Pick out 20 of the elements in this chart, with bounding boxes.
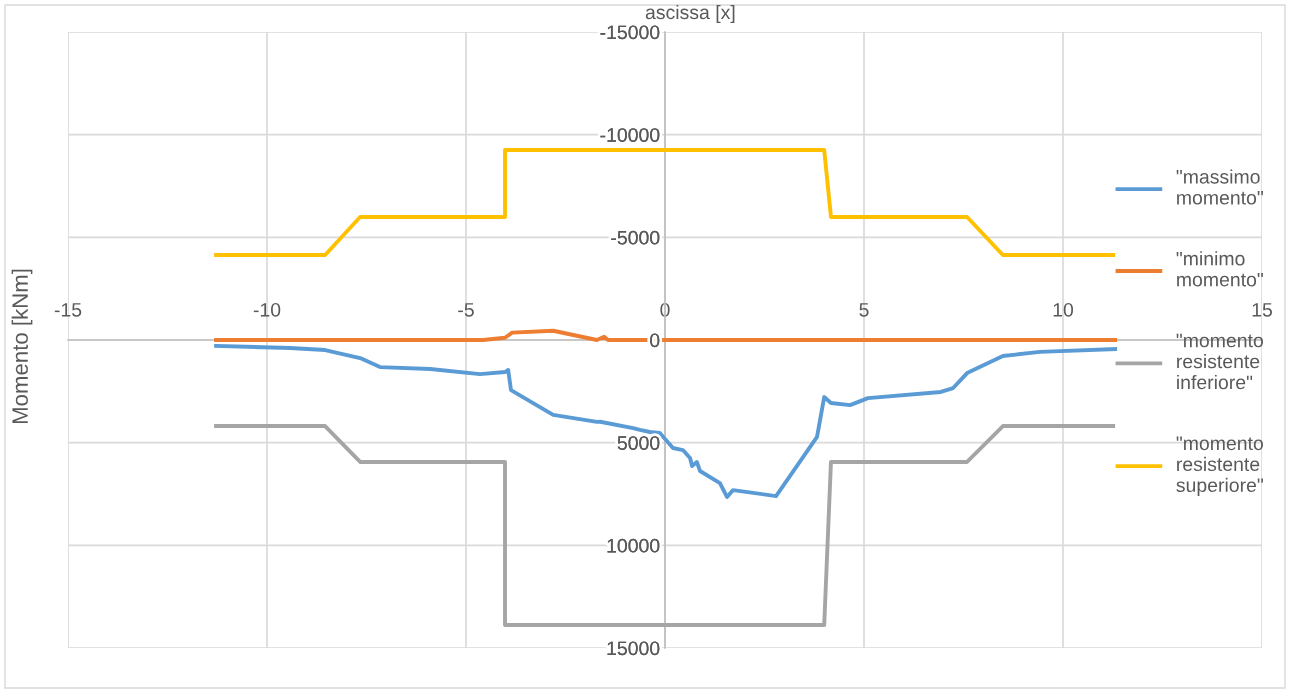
x-tick-label: -15 (54, 303, 82, 317)
y-tick-label: -15000 (600, 25, 660, 40)
y-tick-label: 10000 (607, 538, 660, 553)
legend-label: "momento resistente superiore" (1176, 436, 1263, 496)
y-tick-label: 15000 (607, 641, 660, 656)
x-tick-label: -10 (253, 302, 281, 317)
x-axis-title: ascissa [x] (645, 4, 735, 24)
y-tick-label: -10000 (600, 128, 660, 142)
x-tick-label: 10 (1053, 302, 1074, 317)
legend-label: "massimo momento" (1176, 169, 1263, 205)
x-tick-label: -5 (458, 303, 474, 317)
y-tick-label: 0 (650, 333, 660, 348)
y-axis-title: Momento [kNm] (11, 269, 33, 424)
y-tick-label: -5000 (611, 230, 660, 245)
y-tick-label: 5000 (617, 436, 660, 450)
x-tick-label: 5 (859, 303, 869, 317)
x-tick-label: 0 (660, 302, 670, 317)
legend-label: "minimo momento" (1176, 251, 1263, 287)
legend-label: "momento resistente inferiore" (1176, 333, 1263, 390)
x-tick-label: 15 (1252, 303, 1272, 317)
